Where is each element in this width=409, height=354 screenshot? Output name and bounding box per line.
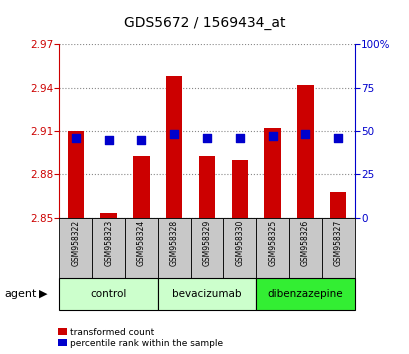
Text: GSM958324: GSM958324 bbox=[137, 219, 146, 266]
FancyBboxPatch shape bbox=[157, 278, 256, 310]
Point bbox=[236, 135, 243, 141]
Bar bbox=[133, 155, 149, 218]
Point bbox=[269, 133, 275, 139]
Point bbox=[301, 132, 308, 137]
Text: GSM958322: GSM958322 bbox=[71, 219, 80, 266]
FancyBboxPatch shape bbox=[190, 218, 223, 278]
Point bbox=[72, 135, 79, 141]
FancyBboxPatch shape bbox=[59, 218, 92, 278]
FancyBboxPatch shape bbox=[125, 218, 157, 278]
Bar bbox=[297, 85, 313, 218]
FancyBboxPatch shape bbox=[321, 218, 354, 278]
FancyBboxPatch shape bbox=[92, 218, 125, 278]
Point bbox=[203, 135, 210, 141]
Bar bbox=[329, 192, 346, 218]
Text: GSM958329: GSM958329 bbox=[202, 219, 211, 266]
Text: control: control bbox=[90, 289, 126, 299]
Bar bbox=[166, 76, 182, 218]
FancyBboxPatch shape bbox=[256, 278, 354, 310]
FancyBboxPatch shape bbox=[288, 218, 321, 278]
Point bbox=[105, 137, 112, 143]
Bar bbox=[100, 213, 117, 218]
Text: ▶: ▶ bbox=[39, 289, 47, 299]
Text: GSM958327: GSM958327 bbox=[333, 219, 342, 266]
Text: GDS5672 / 1569434_at: GDS5672 / 1569434_at bbox=[124, 16, 285, 30]
Bar bbox=[231, 160, 247, 218]
Text: GSM958325: GSM958325 bbox=[267, 219, 276, 266]
Point bbox=[171, 132, 177, 137]
Text: dibenzazepine: dibenzazepine bbox=[267, 289, 342, 299]
FancyBboxPatch shape bbox=[223, 218, 256, 278]
Bar bbox=[198, 155, 215, 218]
Point bbox=[138, 137, 144, 143]
Text: GSM958323: GSM958323 bbox=[104, 219, 113, 266]
Bar bbox=[264, 128, 280, 218]
Text: GSM958330: GSM958330 bbox=[235, 219, 244, 266]
FancyBboxPatch shape bbox=[59, 278, 157, 310]
Text: agent: agent bbox=[4, 289, 36, 299]
Legend: transformed count, percentile rank within the sample: transformed count, percentile rank withi… bbox=[56, 326, 225, 349]
Text: bevacizumab: bevacizumab bbox=[172, 289, 241, 299]
Text: GSM958328: GSM958328 bbox=[169, 219, 178, 266]
FancyBboxPatch shape bbox=[157, 218, 190, 278]
FancyBboxPatch shape bbox=[256, 218, 288, 278]
Bar bbox=[67, 131, 84, 218]
Point bbox=[334, 135, 341, 141]
Text: GSM958326: GSM958326 bbox=[300, 219, 309, 266]
